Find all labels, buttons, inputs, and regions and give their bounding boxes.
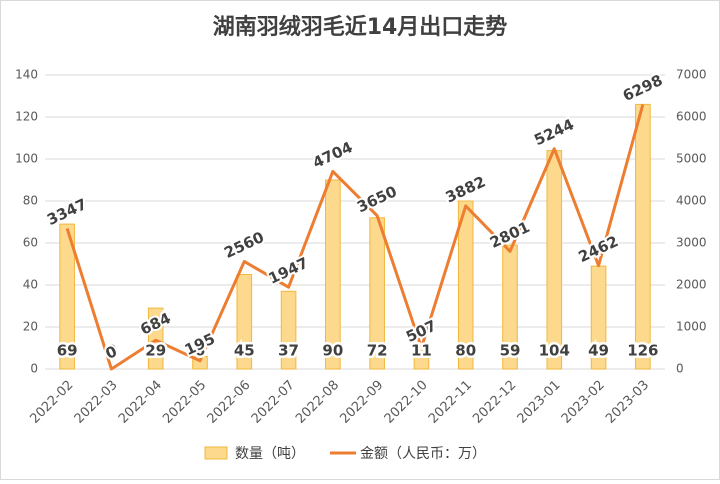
- bar-label: 104: [539, 342, 570, 360]
- y-tick-label: 40: [23, 278, 38, 292]
- y-tick-label: 140: [15, 68, 38, 82]
- y-tick-label: 80: [23, 194, 38, 208]
- legend-label: 数量（吨）: [235, 446, 305, 462]
- bar-label: 80: [455, 342, 476, 360]
- bar: [147, 307, 164, 370]
- bar-label: 49: [588, 342, 609, 360]
- y2-tick-label: 6000: [676, 110, 707, 124]
- y-tick-label: 20: [23, 320, 38, 334]
- bar-label: 59: [500, 342, 521, 360]
- y-tick-label: 0: [30, 362, 38, 376]
- bar: [457, 200, 474, 370]
- chart-title: 湖南羽绒羽毛近14月出口走势: [213, 14, 508, 40]
- y2-tick-label: 7000: [676, 68, 707, 82]
- bar-label: 6: [195, 342, 205, 360]
- y2-tick-label: 5000: [676, 152, 707, 166]
- bar: [325, 179, 341, 370]
- bar-label: 72: [367, 342, 388, 360]
- bar-label: 11: [411, 342, 432, 360]
- bar: [280, 290, 297, 370]
- y2-tick-label: 1000: [676, 320, 707, 334]
- y2-tick-label: 0: [676, 362, 684, 376]
- bar-label: 37: [278, 342, 299, 360]
- bar-label: 45: [234, 342, 255, 360]
- bar: [546, 150, 563, 370]
- legend-label: 金额（人民币：万）: [360, 446, 486, 462]
- bar-label: 0: [106, 342, 116, 360]
- bar-label: 29: [145, 342, 166, 360]
- bar: [236, 274, 253, 370]
- bar: [635, 103, 651, 370]
- bar: [59, 223, 75, 370]
- y2-tick-label: 4000: [676, 194, 707, 208]
- bar-label: 126: [627, 342, 658, 360]
- line: [65, 104, 645, 371]
- y2-tick-label: 2000: [676, 278, 707, 292]
- bar-label: 90: [322, 342, 343, 360]
- legend-swatch: [204, 446, 228, 460]
- y2-tick-label: 3000: [676, 236, 707, 250]
- y-tick-label: 60: [23, 236, 38, 250]
- bar-label: 69: [57, 342, 78, 360]
- y-tick-label: 100: [15, 152, 38, 166]
- bar: [502, 244, 518, 370]
- y-tick-label: 120: [15, 110, 38, 124]
